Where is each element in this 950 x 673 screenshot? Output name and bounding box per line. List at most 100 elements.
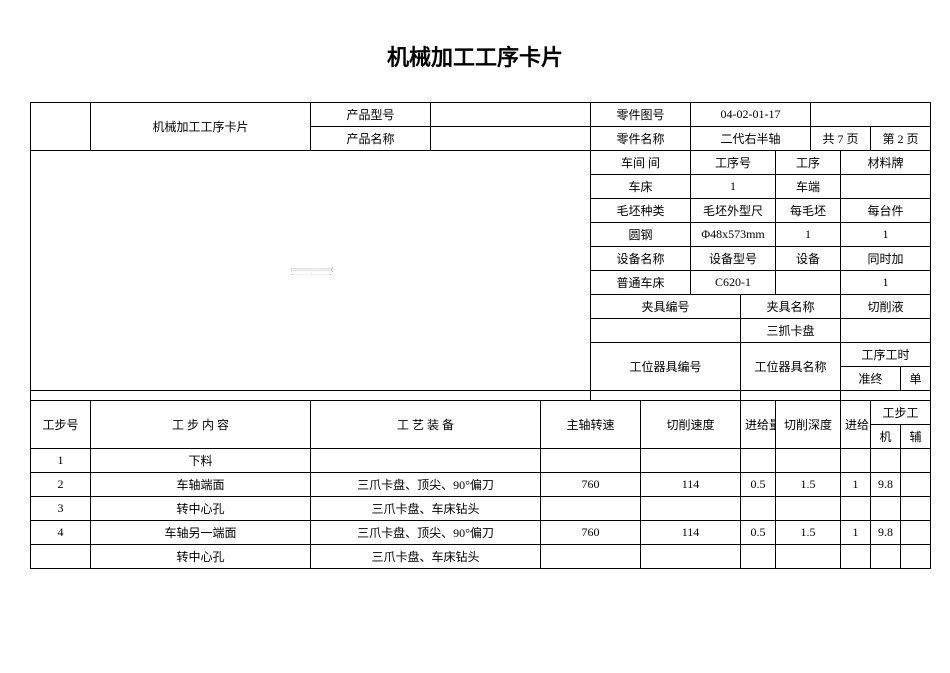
diagram-area: 573 48 [31, 151, 591, 391]
step-depth [776, 545, 841, 569]
step-feed2 [841, 449, 871, 473]
unit-label: 单 [901, 367, 931, 391]
part-drawing-no: 04-02-01-17 [691, 103, 811, 127]
blank-cell [591, 391, 741, 401]
lathe-val: 1 [691, 175, 776, 199]
step-cut-speed [641, 545, 741, 569]
table-row: 1 下料 [31, 449, 931, 473]
step-cut-speed: 114 [641, 473, 741, 497]
blank-cell [811, 103, 931, 127]
step-feed [741, 545, 776, 569]
part-name: 二代右半轴 [691, 127, 811, 151]
step-feed [741, 449, 776, 473]
step-depth: 1.5 [776, 473, 841, 497]
process-time-label: 工序工时 [841, 343, 931, 367]
lathe-label: 车床 [591, 175, 691, 199]
total-pages: 共 7 页 [811, 127, 871, 151]
card-name: 机械加工工序卡片 [91, 103, 311, 151]
blank-cell [31, 103, 91, 151]
step-no: 2 [31, 473, 91, 497]
feed2-header: 进给 [841, 401, 871, 449]
step-content: 车轴端面 [91, 473, 311, 497]
step-m [871, 449, 901, 473]
step-m: 9.8 [871, 473, 901, 497]
step-a [901, 521, 931, 545]
step-no [31, 545, 91, 569]
machine-header: 机 [871, 425, 901, 449]
step-a [901, 473, 931, 497]
process-label: 工序 [776, 151, 841, 175]
blank-cell [31, 391, 591, 401]
material-label: 材料牌 [841, 151, 931, 175]
page-no: 第 2 页 [871, 127, 931, 151]
tool-no-label: 工位器具编号 [591, 343, 741, 391]
step-cut-speed [641, 449, 741, 473]
equip-label: 设备 [776, 247, 841, 271]
equip-model-label: 设备型号 [691, 247, 776, 271]
step-feed2 [841, 545, 871, 569]
step-feed: 0.5 [741, 473, 776, 497]
equip-name-label: 设备名称 [591, 247, 691, 271]
process-no-label: 工序号 [691, 151, 776, 175]
dim-length: 573 [311, 273, 313, 275]
fixture-no-label: 夹具编号 [591, 295, 741, 319]
step-feed2 [841, 497, 871, 521]
cut-speed-header: 切削速度 [641, 401, 741, 449]
equip-model: C620-1 [691, 271, 776, 295]
product-name [431, 127, 591, 151]
blank-cell [741, 391, 841, 401]
step-m [871, 545, 901, 569]
step-content-header: 工 步 内 容 [91, 401, 311, 449]
blank-cell [591, 319, 741, 343]
product-model-label: 产品型号 [311, 103, 431, 127]
per-set-val: 1 [841, 223, 931, 247]
dim-diameter: 48 [331, 269, 333, 270]
fixture-name: 三抓卡盘 [741, 319, 841, 343]
step-depth: 1.5 [776, 521, 841, 545]
step-cut-speed [641, 497, 741, 521]
spindle-header: 主轴转速 [541, 401, 641, 449]
lathe-end: 车端 [776, 175, 841, 199]
workshop-label: 车间 间 [591, 151, 691, 175]
prep-label: 准终 [841, 367, 901, 391]
page-title: 机械加工工序卡片 [30, 40, 920, 72]
feed-header: 进给量 [741, 401, 776, 449]
step-spindle: 760 [541, 473, 641, 497]
step-tooling: 三爪卡盘、车床钻头 [311, 545, 541, 569]
step-depth [776, 497, 841, 521]
step-cut-speed: 114 [641, 521, 741, 545]
step-tooling: 三爪卡盘、顶尖、90°偏刀 [311, 521, 541, 545]
per-blank-label: 每毛坯 [776, 199, 841, 223]
per-blank-val: 1 [776, 223, 841, 247]
blank-outer-label: 毛坯外型尺 [691, 199, 776, 223]
step-spindle [541, 497, 641, 521]
table-row: 2 车轴端面 三爪卡盘、顶尖、90°偏刀 760 114 0.5 1.5 1 9… [31, 473, 931, 497]
step-content: 转中心孔 [91, 497, 311, 521]
step-spindle [541, 545, 641, 569]
step-no: 4 [31, 521, 91, 545]
coolant-label: 切削液 [841, 295, 931, 319]
step-a [901, 545, 931, 569]
table-row: 4 车轴另一端面 三爪卡盘、顶尖、90°偏刀 760 114 0.5 1.5 1… [31, 521, 931, 545]
step-feed [741, 497, 776, 521]
simul-label: 同时加 [841, 247, 931, 271]
step-feed2: 1 [841, 521, 871, 545]
step-a [901, 449, 931, 473]
step-content: 转中心孔 [91, 545, 311, 569]
product-name-label: 产品名称 [311, 127, 431, 151]
step-feed: 0.5 [741, 521, 776, 545]
table-row: 3 转中心孔 三爪卡盘、车床钻头 [31, 497, 931, 521]
blank-cell [841, 391, 931, 401]
step-feed2: 1 [841, 473, 871, 497]
part-diagram: 573 48 [31, 260, 590, 281]
step-a [901, 497, 931, 521]
tooling-header: 工 艺 装 备 [311, 401, 541, 449]
aux-header: 辅 [901, 425, 931, 449]
step-content: 下料 [91, 449, 311, 473]
process-card-table: 机械加工工序卡片 产品型号 零件图号 04-02-01-17 产品名称 零件名称… [30, 102, 931, 569]
simul-val: 1 [841, 271, 931, 295]
step-spindle [541, 449, 641, 473]
step-tooling [311, 449, 541, 473]
step-content: 车轴另一端面 [91, 521, 311, 545]
blank-size: Φ48x573mm [691, 223, 776, 247]
